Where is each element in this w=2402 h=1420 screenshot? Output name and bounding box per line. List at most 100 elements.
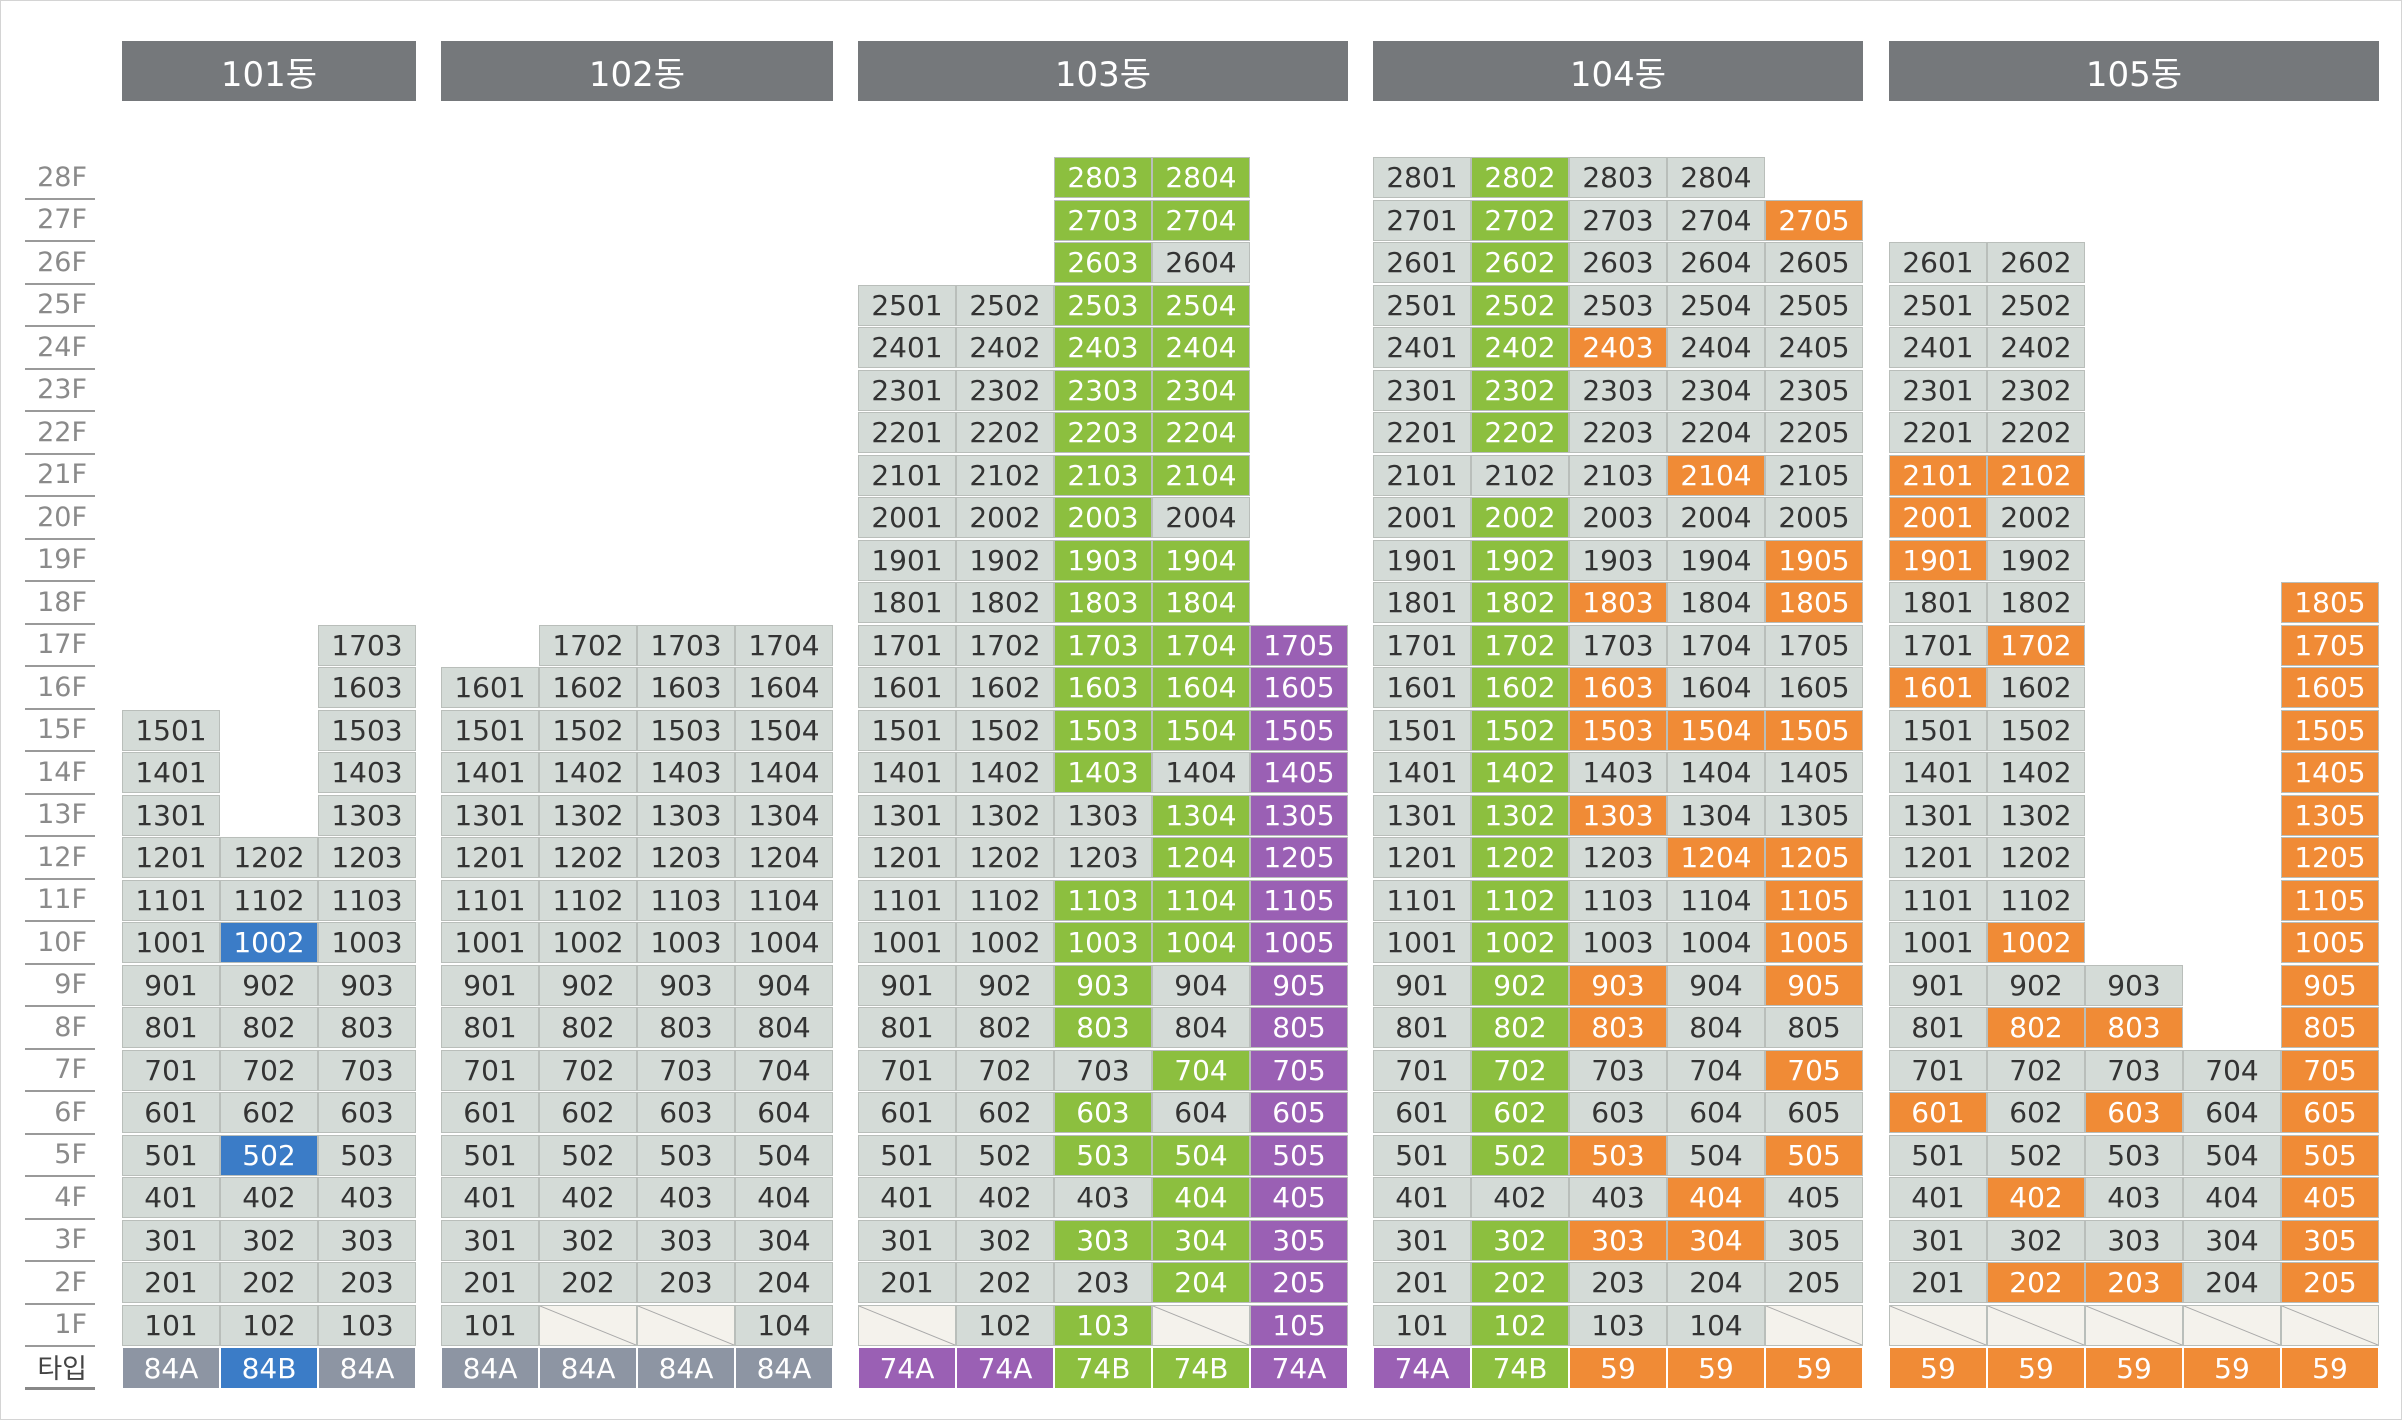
floor-label: 22F (25, 412, 95, 455)
unit-cell: 1401 (122, 752, 220, 793)
unit-cell: 2801 (1373, 157, 1471, 198)
unit-cell: 1001 (858, 922, 956, 963)
unit-cell: 2705 (1765, 199, 1863, 241)
unit-cell: 1002 (1471, 922, 1569, 963)
unit-cell: 1203 (1569, 837, 1667, 878)
unit-cell: 2102 (956, 454, 1054, 496)
unit-cell: 204 (1152, 1262, 1250, 1303)
unit-cell: 902 (220, 964, 318, 1006)
unit-cell: 1501 (122, 709, 220, 751)
unit-cell: 702 (220, 1049, 318, 1091)
empty-unit-cell (2085, 1304, 2183, 1346)
unit-type-cell: 59 (2281, 1347, 2379, 1389)
unit-cell: 403 (637, 1177, 735, 1218)
unit-cell: 2601 (1889, 242, 1987, 283)
unit-cell: 1603 (1569, 667, 1667, 708)
unit-cell: 1003 (318, 922, 416, 963)
unit-cell: 1504 (1152, 709, 1250, 751)
unit-cell: 2203 (1569, 412, 1667, 453)
unit-cell: 1503 (637, 709, 735, 751)
unit-cell: 2004 (1152, 497, 1250, 538)
unit-type-cell: 59 (2085, 1347, 2183, 1389)
unit-cell: 2702 (1471, 199, 1569, 241)
unit-type-cell: 74B (1054, 1347, 1152, 1389)
unit-cell: 101 (1373, 1304, 1471, 1346)
unit-cell: 1005 (2281, 922, 2379, 963)
unit-cell: 1602 (539, 667, 637, 708)
unit-cell: 1303 (318, 794, 416, 836)
unit-cell: 1801 (1373, 582, 1471, 623)
unit-cell: 403 (1569, 1177, 1667, 1218)
unit-cell: 204 (2183, 1262, 2281, 1303)
unit-cell: 1701 (1889, 624, 1987, 666)
unit-cell: 304 (1667, 1219, 1765, 1261)
unit-cell: 1003 (637, 922, 735, 963)
empty-unit-cell (1152, 1304, 1250, 1346)
unit-cell: 1604 (735, 667, 833, 708)
unit-cell: 103 (1569, 1304, 1667, 1346)
unit-cell: 2403 (1054, 327, 1152, 368)
unit-cell: 2504 (1667, 284, 1765, 326)
unit-cell: 701 (1373, 1049, 1471, 1091)
unit-cell: 902 (1471, 964, 1569, 1006)
unit-cell: 601 (1889, 1092, 1987, 1133)
unit-cell: 2202 (1987, 412, 2085, 453)
unit-cell: 1705 (1250, 624, 1348, 666)
unit-cell: 701 (1889, 1049, 1987, 1091)
unit-cell: 2101 (1373, 454, 1471, 496)
unit-cell: 2104 (1667, 454, 1765, 496)
empty-unit-cell (2183, 1304, 2281, 1346)
unit-cell: 1105 (2281, 879, 2379, 921)
unit-cell: 1305 (2281, 794, 2379, 836)
unit-cell: 2205 (1765, 412, 1863, 453)
unit-cell: 1104 (1667, 879, 1765, 921)
unit-cell: 401 (441, 1177, 539, 1218)
unit-cell: 2201 (858, 412, 956, 453)
unit-cell: 1505 (1765, 709, 1863, 751)
unit-cell: 905 (1250, 964, 1348, 1006)
unit-cell: 201 (1373, 1262, 1471, 1303)
unit-cell: 1403 (637, 752, 735, 793)
unit-cell: 403 (2085, 1177, 2183, 1218)
unit-cell: 105 (1250, 1304, 1348, 1346)
floor-label: 9F (25, 965, 95, 1007)
floor-label: 20F (25, 497, 95, 540)
unit-cell: 1103 (1569, 879, 1667, 921)
unit-cell: 501 (858, 1134, 956, 1176)
floor-label: 16F (25, 667, 95, 710)
unit-cell: 1802 (956, 582, 1054, 623)
unit-cell: 301 (122, 1219, 220, 1261)
unit-cell: 1804 (1667, 582, 1765, 623)
building-header: 104동 (1373, 41, 1863, 101)
unit-type-cell: 59 (1889, 1347, 1987, 1389)
unit-cell: 1505 (2281, 709, 2379, 751)
unit-cell: 1902 (1987, 539, 2085, 581)
unit-cell: 1904 (1667, 539, 1765, 581)
floor-label: 21F (25, 455, 95, 497)
unit-cell: 2803 (1569, 157, 1667, 198)
unit-cell: 305 (2281, 1219, 2379, 1261)
unit-cell: 2202 (1471, 412, 1569, 453)
unit-cell: 1703 (318, 624, 416, 666)
unit-cell: 2804 (1152, 157, 1250, 198)
unit-cell: 503 (1054, 1134, 1152, 1176)
unit-cell: 705 (1250, 1049, 1348, 1091)
unit-cell: 2002 (956, 497, 1054, 538)
unit-cell: 1903 (1569, 539, 1667, 581)
unit-cell: 501 (1373, 1134, 1471, 1176)
unit-cell: 505 (2281, 1134, 2379, 1176)
unit-cell: 704 (2183, 1049, 2281, 1091)
unit-cell: 203 (318, 1262, 416, 1303)
unit-cell: 1102 (220, 879, 318, 921)
unit-cell: 1005 (1765, 922, 1863, 963)
unit-cell: 2403 (1569, 327, 1667, 368)
unit-cell: 1702 (539, 624, 637, 666)
unit-cell: 101 (122, 1304, 220, 1346)
unit-cell: 1802 (1471, 582, 1569, 623)
unit-cell: 1205 (1250, 837, 1348, 878)
unit-cell: 202 (1471, 1262, 1569, 1303)
unit-cell: 603 (318, 1092, 416, 1133)
unit-cell: 404 (735, 1177, 833, 1218)
unit-cell: 1301 (1889, 794, 1987, 836)
floor-label: 1F (25, 1305, 95, 1347)
